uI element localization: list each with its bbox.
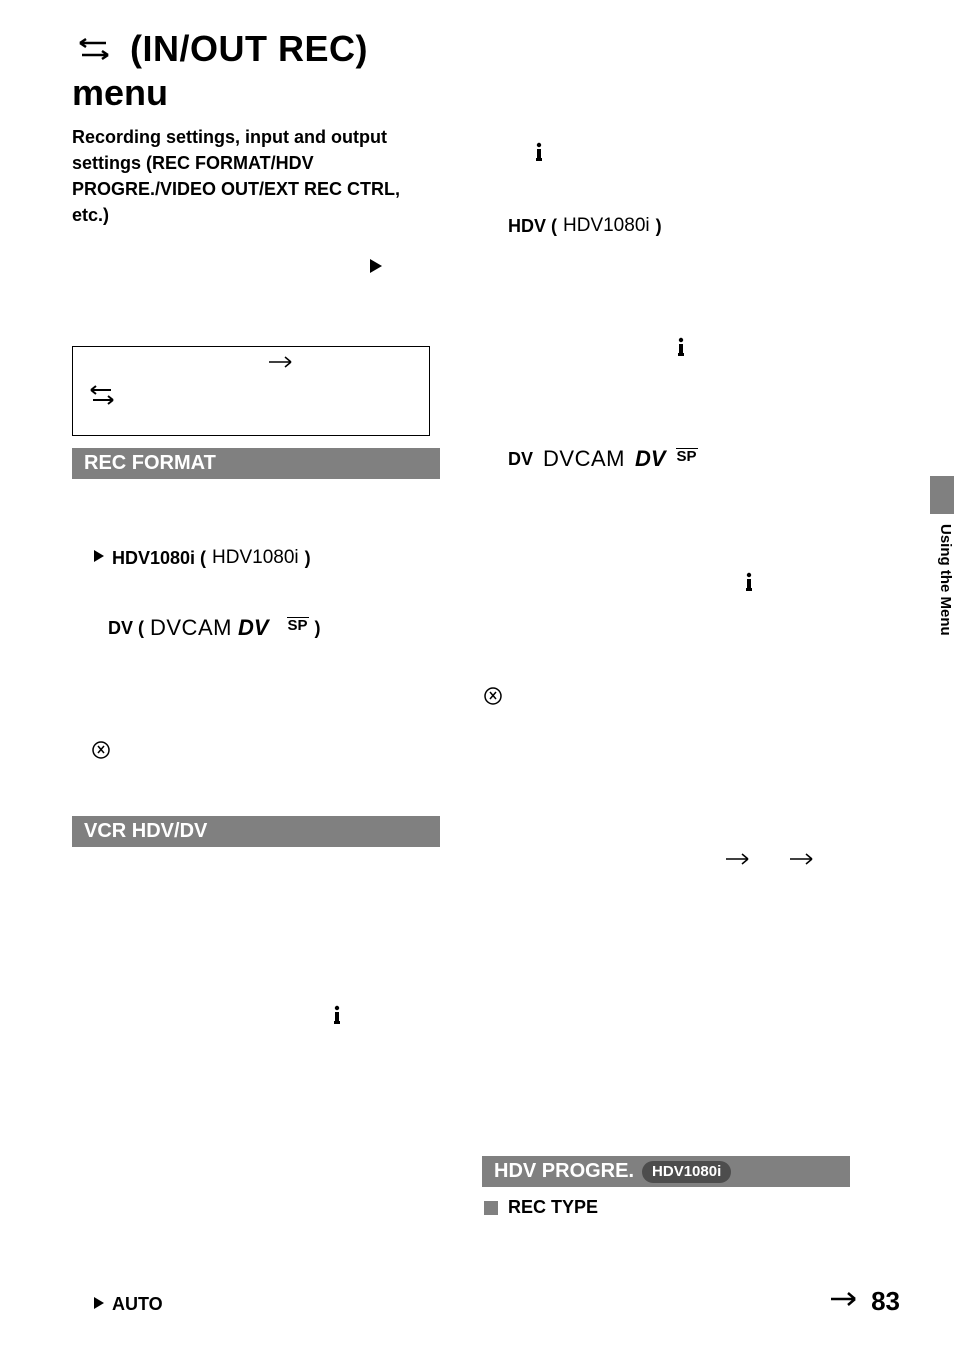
option-label: AUTO — [112, 1294, 163, 1315]
sp-badge: SP — [676, 448, 698, 464]
sp-badge: SP — [287, 617, 309, 633]
hdv1080i-pill: HDV1080i — [642, 1161, 731, 1183]
section-bar-rec-format: REC FORMAT — [72, 448, 440, 479]
square-bullet-icon — [484, 1201, 498, 1215]
in-out-arrows-icon — [72, 36, 116, 62]
side-label: Using the Menu — [932, 524, 954, 636]
in-out-arrows-icon — [85, 385, 119, 410]
sub-heading-rec-type: REC TYPE — [484, 1197, 840, 1218]
title-row: (IN/OUT REC) — [72, 28, 430, 70]
ilink-icon — [674, 337, 688, 359]
option-dv-right: DV DVCAM DV SP — [508, 446, 840, 472]
ilink-icon — [742, 572, 756, 594]
tip-icon — [484, 687, 840, 710]
diagram-box — [72, 346, 430, 436]
section-bar-vcr: VCR HDV/DV — [72, 816, 440, 847]
triangle-right-icon — [94, 549, 106, 567]
ilink-icon — [532, 142, 546, 164]
section-bar-label: REC FORMAT — [84, 452, 216, 475]
page-footer: 83 — [831, 1286, 900, 1317]
side-tab — [930, 476, 954, 514]
arrow-right-icon — [726, 852, 752, 870]
page-root: (IN/OUT REC) menu Recording settings, in… — [0, 0, 954, 1357]
section-bar-label: HDV PROGRE. — [494, 1160, 634, 1183]
dvcam-text: DVCAM — [150, 615, 232, 641]
close-paren: ) — [305, 548, 311, 569]
arrow-row — [482, 852, 840, 870]
option-label: DV — [508, 449, 533, 470]
arrow-right-icon — [790, 852, 816, 870]
left-column: (IN/OUT REC) menu Recording settings, in… — [72, 28, 430, 1315]
option-label: HDV1080i ( — [112, 548, 206, 569]
tip-icon — [92, 741, 430, 764]
ilink-icon — [330, 1005, 344, 1027]
option-dv: DV ( DVCAM DV SP ) — [108, 615, 430, 641]
sub-heading-label: REC TYPE — [508, 1197, 598, 1218]
option-hdv-right: HDV ( HDV1080i ) — [508, 215, 840, 237]
option-label: DV ( — [108, 618, 144, 639]
section-bar-label: VCR HDV/DV — [84, 820, 207, 843]
option-auto: AUTO — [94, 1294, 430, 1315]
hdv1080i-text: HDV1080i — [212, 547, 299, 569]
page-number: 83 — [871, 1286, 900, 1317]
close-paren: ) — [656, 216, 662, 237]
right-column: HDV ( HDV1080i ) DV DVCAM DV SP — [482, 142, 840, 1218]
arrow-right-icon — [831, 1292, 861, 1311]
arrow-right-icon — [269, 355, 295, 373]
close-paren: ) — [315, 618, 321, 639]
play-icon — [370, 259, 384, 278]
triangle-right-icon — [94, 1296, 106, 1314]
option-hdv1080i: HDV1080i ( HDV1080i ) — [94, 547, 430, 569]
subtitle-text: Recording settings, input and output set… — [72, 124, 430, 228]
section-bar-hdv-progre: HDV PROGRE. HDV1080i — [482, 1156, 850, 1187]
dvcam-text: DVCAM — [543, 446, 625, 472]
title-main: (IN/OUT REC) — [130, 28, 368, 70]
title-menu: menu — [72, 72, 430, 114]
hdv1080i-text: HDV1080i — [563, 215, 650, 237]
dv-italic-text: DV — [635, 446, 666, 472]
dv-italic-text: DV — [238, 615, 269, 641]
option-label: HDV ( — [508, 216, 557, 237]
